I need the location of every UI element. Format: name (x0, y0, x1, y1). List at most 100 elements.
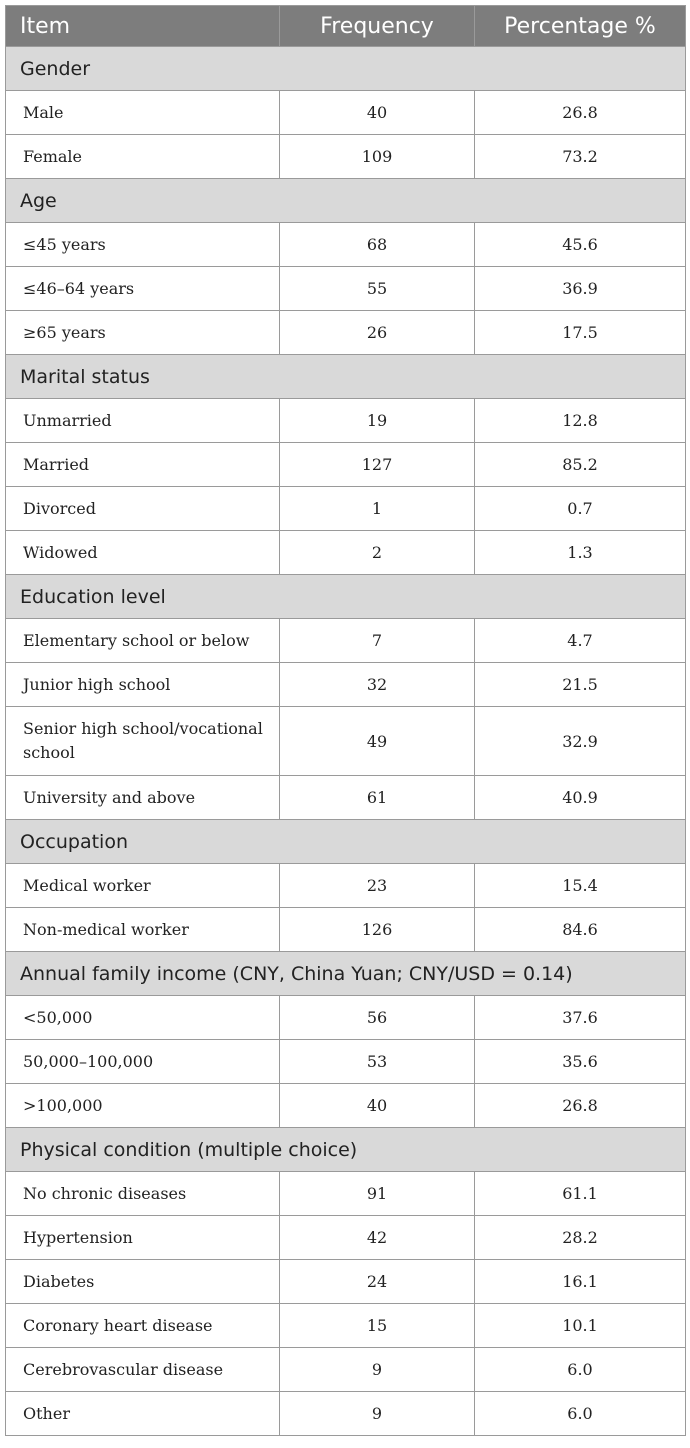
cell-percentage: 61.1 (474, 1171, 686, 1216)
table-row: Senior high school/vocational school 49 32… (5, 706, 686, 776)
section-title: Occupation (5, 819, 686, 864)
section-header-row: Education level (5, 574, 686, 619)
section-header-row: Annual family income (CNY, China Yuan; C… (5, 951, 686, 996)
cell-percentage: 32.9 (474, 706, 686, 776)
cell-item: Widowed (5, 530, 280, 575)
section-title: Education level (5, 574, 686, 619)
demographics-table: Item Frequency Percentage % Gender Male 40… (5, 5, 686, 1436)
table-row: Unmarried 19 12.8 (5, 398, 686, 443)
table-row: ≥65 years 26 17.5 (5, 310, 686, 355)
cell-item: Male (5, 90, 280, 135)
section-title: Annual family income (CNY, China Yuan; C… (5, 951, 686, 996)
cell-item: ≤45 years (5, 222, 280, 267)
column-header-percentage: Percentage % (474, 5, 686, 47)
cell-item: 50,000–100,000 (5, 1039, 280, 1084)
cell-percentage: 17.5 (474, 310, 686, 355)
cell-percentage: 6.0 (474, 1391, 686, 1436)
section-title: Physical condition (multiple choice) (5, 1127, 686, 1172)
cell-item: Married (5, 442, 280, 487)
header-row: Item Frequency Percentage % (5, 5, 686, 47)
cell-item: <50,000 (5, 995, 280, 1040)
table-row: Other 9 6.0 (5, 1391, 686, 1436)
cell-frequency: 7 (279, 618, 475, 663)
cell-percentage: 10.1 (474, 1303, 686, 1348)
cell-item: No chronic diseases (5, 1171, 280, 1216)
table-row: >100,000 40 26.8 (5, 1083, 686, 1128)
cell-percentage: 84.6 (474, 907, 686, 952)
cell-frequency: 126 (279, 907, 475, 952)
table-row: Elementary school or below 7 4.7 (5, 618, 686, 663)
section-header-row: Gender (5, 46, 686, 91)
cell-item: Elementary school or below (5, 618, 280, 663)
cell-item: Coronary heart disease (5, 1303, 280, 1348)
section-header-row: Marital status (5, 354, 686, 399)
cell-item: Other (5, 1391, 280, 1436)
table-row: Divorced 1 0.7 (5, 486, 686, 531)
cell-item: ≥65 years (5, 310, 280, 355)
cell-percentage: 4.7 (474, 618, 686, 663)
cell-percentage: 36.9 (474, 266, 686, 311)
section-title: Marital status (5, 354, 686, 399)
section-title: Gender (5, 46, 686, 91)
table-body: Gender Male 40 26.8 Female 109 73.2 Age ≤45 year… (5, 46, 686, 1436)
table-row: University and above 61 40.9 (5, 775, 686, 820)
cell-frequency: 109 (279, 134, 475, 179)
table-row: No chronic diseases 91 61.1 (5, 1171, 686, 1216)
cell-item: Cerebrovascular disease (5, 1347, 280, 1392)
cell-frequency: 49 (279, 706, 475, 776)
table-row: Widowed 2 1.3 (5, 530, 686, 575)
cell-percentage: 73.2 (474, 134, 686, 179)
cell-item: Hypertension (5, 1215, 280, 1260)
section-title: Age (5, 178, 686, 223)
cell-item: ≤46–64 years (5, 266, 280, 311)
table-row: ≤45 years 68 45.6 (5, 222, 686, 267)
cell-frequency: 9 (279, 1347, 475, 1392)
cell-frequency: 40 (279, 1083, 475, 1128)
table-row: <50,000 56 37.6 (5, 995, 686, 1040)
cell-frequency: 24 (279, 1259, 475, 1304)
cell-frequency: 19 (279, 398, 475, 443)
cell-percentage: 12.8 (474, 398, 686, 443)
cell-percentage: 15.4 (474, 863, 686, 908)
cell-percentage: 16.1 (474, 1259, 686, 1304)
cell-item: Senior high school/vocational school (5, 706, 280, 776)
cell-frequency: 15 (279, 1303, 475, 1348)
cell-frequency: 1 (279, 486, 475, 531)
cell-frequency: 61 (279, 775, 475, 820)
cell-percentage: 45.6 (474, 222, 686, 267)
table-row: Medical worker 23 15.4 (5, 863, 686, 908)
table-header: Item Frequency Percentage % (5, 5, 686, 47)
cell-frequency: 68 (279, 222, 475, 267)
table-row: Married 127 85.2 (5, 442, 686, 487)
cell-percentage: 35.6 (474, 1039, 686, 1084)
cell-item: Unmarried (5, 398, 280, 443)
section-header-row: Physical condition (multiple choice) (5, 1127, 686, 1172)
cell-percentage: 37.6 (474, 995, 686, 1040)
cell-item: University and above (5, 775, 280, 820)
cell-frequency: 26 (279, 310, 475, 355)
cell-item: Non-medical worker (5, 907, 280, 952)
cell-frequency: 32 (279, 662, 475, 707)
cell-item: Divorced (5, 486, 280, 531)
cell-item: Diabetes (5, 1259, 280, 1304)
section-header-row: Occupation (5, 819, 686, 864)
cell-frequency: 23 (279, 863, 475, 908)
table-row: Diabetes 24 16.1 (5, 1259, 686, 1304)
table-row: Female 109 73.2 (5, 134, 686, 179)
section-header-row: Age (5, 178, 686, 223)
cell-frequency: 55 (279, 266, 475, 311)
cell-item: Medical worker (5, 863, 280, 908)
cell-percentage: 26.8 (474, 1083, 686, 1128)
cell-percentage: 0.7 (474, 486, 686, 531)
cell-frequency: 40 (279, 90, 475, 135)
cell-percentage: 21.5 (474, 662, 686, 707)
table-row: ≤46–64 years 55 36.9 (5, 266, 686, 311)
cell-item: Junior high school (5, 662, 280, 707)
cell-frequency: 42 (279, 1215, 475, 1260)
cell-percentage: 40.9 (474, 775, 686, 820)
column-header-frequency: Frequency (279, 5, 475, 47)
cell-frequency: 127 (279, 442, 475, 487)
cell-percentage: 1.3 (474, 530, 686, 575)
column-header-item: Item (5, 5, 280, 47)
cell-frequency: 91 (279, 1171, 475, 1216)
